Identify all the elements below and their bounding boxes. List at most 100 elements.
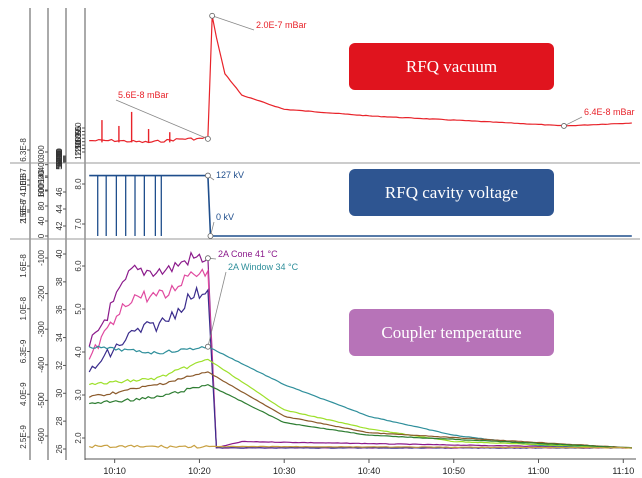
y-tick-label: 1.6E-8	[19, 254, 28, 278]
coupler-temperature-label: Coupler temperature	[349, 309, 554, 356]
y-tick-label: 2.5E-8	[19, 200, 28, 224]
series-line-voltage-0	[89, 174, 632, 237]
y-tick-label: 80	[37, 201, 46, 210]
y-tick-label: 11.0	[74, 134, 83, 150]
y-tick-label: 1.6E-7	[19, 198, 28, 222]
x-tick-label: 10:10	[103, 466, 126, 476]
y-tick-label: 32	[55, 360, 64, 369]
y-tick-label: 12.5	[74, 144, 83, 160]
annotation-leader-2	[563, 116, 583, 127]
x-tick-label: 10:30	[273, 466, 296, 476]
y-tick-label: 40	[37, 216, 46, 225]
y-tick-label: -300	[37, 321, 46, 338]
annotation-label-1: 2.0E-7 mBar	[256, 20, 307, 30]
annotation-marker-2	[561, 123, 567, 129]
rfq-vacuum-label: RFQ vacuum	[349, 43, 554, 90]
y-tick-label: 4.0E-8	[19, 173, 28, 197]
annotation-label-5: 2A Cone 41 °C	[218, 249, 278, 259]
y-tick-label: 51.0	[55, 149, 64, 165]
y-tick-label: 140	[37, 169, 46, 183]
y-tick-label: -100	[37, 249, 46, 266]
annotation-leader-1	[212, 15, 255, 31]
series-line-coupler-5	[88, 371, 632, 449]
y-tick-label: 1.0E-7	[19, 168, 28, 192]
y-tick-label: 11.5	[74, 137, 83, 153]
y-tick-label: 6.3E-8	[19, 138, 28, 162]
y-tick-label: 8.0	[74, 178, 83, 190]
y-tick-label: 100	[37, 184, 46, 198]
annotation-marker-5	[205, 255, 211, 262]
annotation-marker-1	[209, 12, 216, 19]
annotation-marker-3	[205, 172, 211, 179]
annotation-marker-4	[207, 233, 214, 239]
y-tick-label: -600	[37, 427, 46, 444]
x-tick-label: 10:20	[188, 466, 211, 476]
annotation-leader-0	[115, 99, 209, 140]
y-tick-label: 9.0	[74, 122, 83, 134]
y-tick-label: 50.0	[55, 148, 64, 164]
x-tick-label: 10:50	[442, 466, 465, 476]
y-tick-label: 10.5	[74, 130, 83, 146]
y-tick-label: 40	[55, 249, 64, 258]
y-tick-label: 52.0	[55, 150, 64, 166]
series-line-coupler-7	[89, 444, 632, 449]
x-tick-label: 11:00	[528, 466, 550, 476]
y-tick-label: 26	[55, 444, 64, 453]
y-tick-label: 44	[55, 204, 64, 213]
y-tick-label: 6.3E-9	[19, 339, 28, 363]
y-tick-label: 42	[55, 221, 64, 230]
y-tick-label: 55.0	[55, 152, 64, 168]
y-tick-label: 12.0	[74, 140, 83, 156]
annotation-marker-6	[205, 343, 211, 350]
annotation-layer: 5.6E-8 mBar 2.0E-7 mBar 6.4E-8 mBar 127 kV 0…	[115, 12, 635, 350]
x-tick-label: 10:40	[358, 466, 381, 476]
y-tick-label: 4.0	[74, 346, 83, 358]
y-tick-label: 9.5	[74, 125, 83, 137]
y-tick-label: 49.0	[55, 148, 64, 164]
series-line-coupler-6	[89, 383, 632, 449]
series-line-coupler-0	[88, 251, 632, 449]
y-tick-label: 5.0	[74, 303, 83, 315]
annotation-label-6: 2A Window 34 °C	[228, 262, 299, 272]
annotation-label-4: 0 kV	[216, 212, 234, 222]
annotation-label-2: 6.4E-8 mBar	[584, 107, 635, 117]
y-tick-label: 10.0	[74, 127, 83, 143]
series-line-coupler-4	[88, 358, 632, 449]
y-tick-label: 600	[37, 183, 46, 197]
y-tick-label: 56.0	[55, 153, 64, 169]
y-tick-label: -400	[37, 356, 46, 373]
y-tick-label: 3.0	[74, 389, 83, 401]
y-tick-label: 400	[37, 157, 46, 171]
y-tick-label: 4.0E-9	[19, 382, 28, 406]
series-line-coupler-3	[88, 345, 632, 449]
annotation-leader-6	[207, 271, 227, 347]
annotation-marker-0	[205, 135, 211, 142]
y-tick-label: -500	[37, 392, 46, 409]
axes-layer: 10:10 10:20 10:30 10:40 10:50 11:00 11:10 6.3E-…	[10, 8, 640, 476]
y-tick-label: 34	[55, 333, 64, 342]
y-tick-label: 30	[55, 388, 64, 397]
y-tick-label: 54.0	[55, 151, 64, 167]
series-line-vacuum-0	[89, 15, 632, 144]
x-tick-label: 11:10	[612, 466, 634, 476]
y-tick-label: 500	[37, 170, 46, 184]
y-tick-label: 0	[37, 233, 46, 238]
rfq-cavity-voltage-label: RFQ cavity voltage	[349, 169, 554, 216]
series-line-coupler-1	[88, 268, 632, 449]
annotation-label-0: 5.6E-8 mBar	[118, 90, 169, 100]
series-layer	[88, 15, 632, 449]
y-tick-label: 36	[55, 305, 64, 314]
annotation-label-3: 127 kV	[216, 170, 244, 180]
y-tick-label: -200	[37, 285, 46, 302]
y-tick-label: 7.0	[74, 218, 83, 230]
y-tick-label: 53.0	[55, 151, 64, 167]
y-tick-label: 28	[55, 416, 64, 425]
y-tick-label: 2.5E-9	[19, 425, 28, 449]
y-tick-label: 300	[37, 145, 46, 159]
y-tick-label: 6.0	[74, 260, 83, 272]
y-tick-label: 57.0	[55, 154, 64, 170]
y-tick-label: 38	[55, 277, 64, 286]
y-tick-label: 2.0	[74, 432, 83, 444]
y-tick-label: 1.0E-8	[19, 296, 28, 320]
